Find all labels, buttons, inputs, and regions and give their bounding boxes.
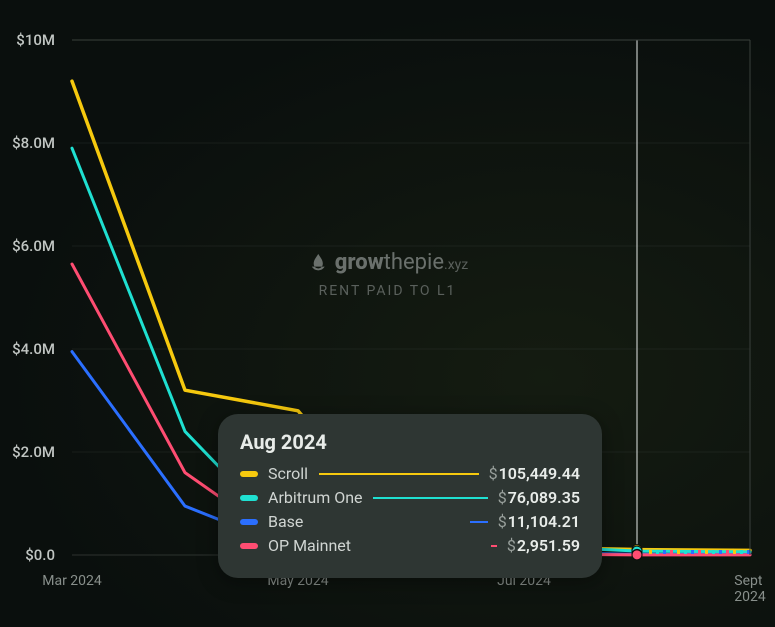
y-tick-label: $2.0M bbox=[12, 443, 55, 461]
tooltip-series-label: Arbitrum One bbox=[268, 488, 363, 507]
y-tick-label: $0.0 bbox=[25, 546, 55, 564]
tail-dot bbox=[705, 550, 708, 554]
tail-dot bbox=[698, 550, 701, 554]
tail-dot bbox=[726, 550, 729, 554]
tooltip-row: Scroll $105,449.44 bbox=[240, 464, 580, 483]
series-swatch bbox=[240, 519, 258, 525]
dollar-sign: $ bbox=[498, 512, 507, 531]
tooltip-value: $76,089.35 bbox=[498, 488, 580, 507]
y-tick-label: $4.0M bbox=[12, 340, 55, 358]
tail-dot bbox=[670, 550, 673, 554]
tooltip-bar bbox=[491, 545, 497, 547]
series-swatch bbox=[240, 495, 258, 501]
x-tick-label: Mar 2024 bbox=[42, 573, 102, 589]
tooltip-bar bbox=[319, 473, 479, 475]
tail-dot bbox=[733, 550, 736, 554]
tail-dot bbox=[677, 550, 680, 554]
x-tick-label: Sept 2024 bbox=[734, 573, 765, 605]
tail-dot bbox=[649, 550, 652, 554]
tooltip-series-label: Scroll bbox=[268, 464, 308, 483]
tooltip-series-label: OP Mainnet bbox=[268, 536, 351, 555]
tooltip-title: Aug 2024 bbox=[240, 430, 580, 454]
y-tick-label: $10M bbox=[16, 31, 55, 49]
tail-dot bbox=[684, 550, 687, 554]
tail-dot bbox=[712, 550, 715, 554]
series-swatch bbox=[240, 543, 258, 549]
tooltip-row: OP Mainnet $2,951.59 bbox=[240, 536, 580, 555]
tail-dot bbox=[740, 550, 743, 554]
tooltip-row: Arbitrum One $76,089.35 bbox=[240, 488, 580, 507]
dollar-sign: $ bbox=[507, 536, 516, 555]
tooltip: Aug 2024 Scroll $105,449.44 Arbitrum One $7… bbox=[218, 414, 602, 578]
tooltip-row: Base $11,104.21 bbox=[240, 512, 580, 531]
tooltip-value-number: 11,104.21 bbox=[508, 512, 580, 531]
tooltip-value-number: 76,089.35 bbox=[508, 488, 580, 507]
chart-container: $0.0$2.0M$4.0M$6.0M$8.0M$10M Mar 2024May… bbox=[0, 0, 775, 627]
tooltip-series-label: Base bbox=[268, 512, 303, 531]
tooltip-bar bbox=[470, 521, 488, 523]
dollar-sign: $ bbox=[489, 464, 498, 483]
tail-dot bbox=[663, 550, 666, 554]
tooltip-bar bbox=[373, 497, 488, 499]
series-marker bbox=[632, 550, 642, 560]
y-tick-label: $8.0M bbox=[12, 134, 55, 152]
y-tick-label: $6.0M bbox=[12, 237, 55, 255]
tooltip-value-number: 2,951.59 bbox=[517, 536, 580, 555]
tail-dot bbox=[719, 550, 722, 554]
tooltip-value: $11,104.21 bbox=[498, 512, 580, 531]
tail-dot bbox=[656, 550, 659, 554]
tooltip-value: $2,951.59 bbox=[507, 536, 580, 555]
tail-dot bbox=[691, 550, 694, 554]
dollar-sign: $ bbox=[498, 488, 507, 507]
tooltip-value-number: 105,449.44 bbox=[499, 464, 580, 483]
tooltip-value: $105,449.44 bbox=[489, 464, 580, 483]
series-swatch bbox=[240, 471, 258, 477]
